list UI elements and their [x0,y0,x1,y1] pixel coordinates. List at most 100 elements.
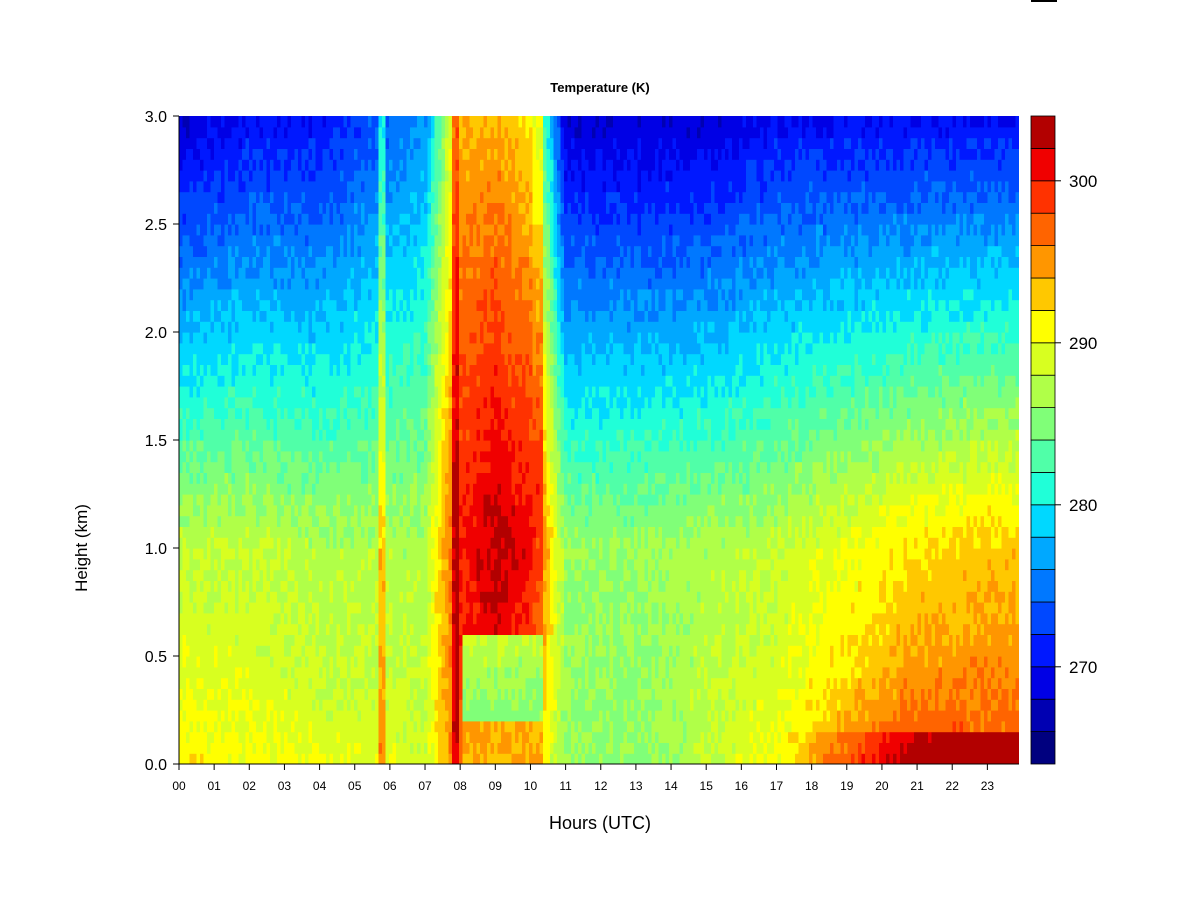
heatmap-cell [312,407,317,419]
heatmap-cell [315,310,320,322]
heatmap-cell [228,742,233,754]
heatmap-cell [399,645,404,657]
heatmap-cell [399,191,404,203]
heatmap-cell [420,461,425,473]
heatmap-cell [298,742,303,754]
heatmap-cell [273,342,278,355]
heatmap-cell [368,353,373,365]
heatmap-cell [406,450,411,463]
heatmap-cell [266,116,271,128]
heatmap-cell [284,656,289,668]
heatmap-cell [424,494,429,506]
heatmap-cell [424,731,429,743]
heatmap-cell [452,526,457,538]
heatmap-cell [375,494,380,506]
heatmap-cell [210,504,215,517]
heatmap-cell [462,267,467,279]
heatmap-cell [336,375,341,387]
heatmap-cell [301,634,306,646]
heatmap-cell [287,450,292,463]
heatmap-cell [256,666,261,679]
heatmap-cell [207,148,212,160]
heatmap-cell [354,116,359,128]
heatmap-cell [399,180,404,193]
heatmap-cell [259,342,264,355]
heatmap-cell [238,753,243,764]
heatmap-cell [308,569,313,581]
heatmap-cell [305,245,310,257]
heatmap-cell [399,429,404,441]
heatmap-cell [200,418,205,430]
heatmap-cell [326,278,331,290]
heatmap-cell [329,515,334,527]
heatmap-cell [200,342,205,355]
heatmap-cell [196,558,201,571]
heatmap-cell [263,116,268,128]
heatmap-cell [203,418,208,430]
heatmap-cell [347,515,352,527]
heatmap-cell [182,407,187,419]
heatmap-cell [259,224,264,236]
heatmap-cell [431,202,436,214]
heatmap-cell [371,407,376,419]
heatmap-cell [294,267,299,279]
heatmap-cell [448,666,453,679]
heatmap-cell [266,418,271,430]
heatmap-cell [266,461,271,473]
heatmap-cell [305,429,310,441]
heatmap-cell [305,450,310,463]
heatmap-cell [301,299,306,311]
heatmap-cell [403,440,408,452]
heatmap-cell [371,483,376,495]
heatmap-cell [378,580,383,592]
heatmap-cell [235,537,240,549]
heatmap-cell [228,623,233,635]
heatmap-cell [452,159,457,171]
heatmap-cell [259,353,264,365]
heatmap-cell [252,699,257,711]
heatmap-cell [371,677,376,689]
heatmap-cell [231,742,236,754]
heatmap-cell [357,742,362,754]
heatmap-cell [371,580,376,592]
heatmap-cell [259,332,264,344]
heatmap-cell [231,677,236,689]
heatmap-cell [179,699,184,711]
heatmap-cell [438,116,443,128]
heatmap-cell [196,418,201,430]
heatmap-cell [238,299,243,311]
heatmap-cell [273,558,278,571]
heatmap-cell [441,580,446,592]
heatmap-cell [424,591,429,603]
heatmap-cell [466,116,471,128]
heatmap-cell [266,278,271,290]
heatmap-cell [445,461,450,473]
heatmap-cell [336,256,341,268]
heatmap-cell [259,256,264,268]
heatmap-cell [357,342,362,355]
heatmap-cell [427,321,432,333]
heatmap-cell [350,429,355,441]
heatmap-cell [228,699,233,711]
heatmap-cell [371,170,376,182]
heatmap-cell [343,731,348,743]
heatmap-cell [238,245,243,257]
heatmap-cell [375,515,380,527]
heatmap-cell [455,375,460,387]
heatmap-cell [301,364,306,376]
heatmap-cell [368,504,373,517]
heatmap-cell [242,580,247,592]
heatmap-cell [256,256,261,268]
heatmap-cell [459,494,464,506]
heatmap-cell [322,656,327,668]
heatmap-cell [277,548,282,560]
heatmap-cell [340,612,345,625]
heatmap-cell [203,623,208,635]
heatmap-cell [280,396,285,409]
heatmap-cell [207,396,212,409]
heatmap-cell [284,688,289,700]
heatmap-cell [196,245,201,257]
heatmap-cell [228,494,233,506]
heatmap-cell [354,310,359,322]
heatmap-cell [361,504,366,517]
